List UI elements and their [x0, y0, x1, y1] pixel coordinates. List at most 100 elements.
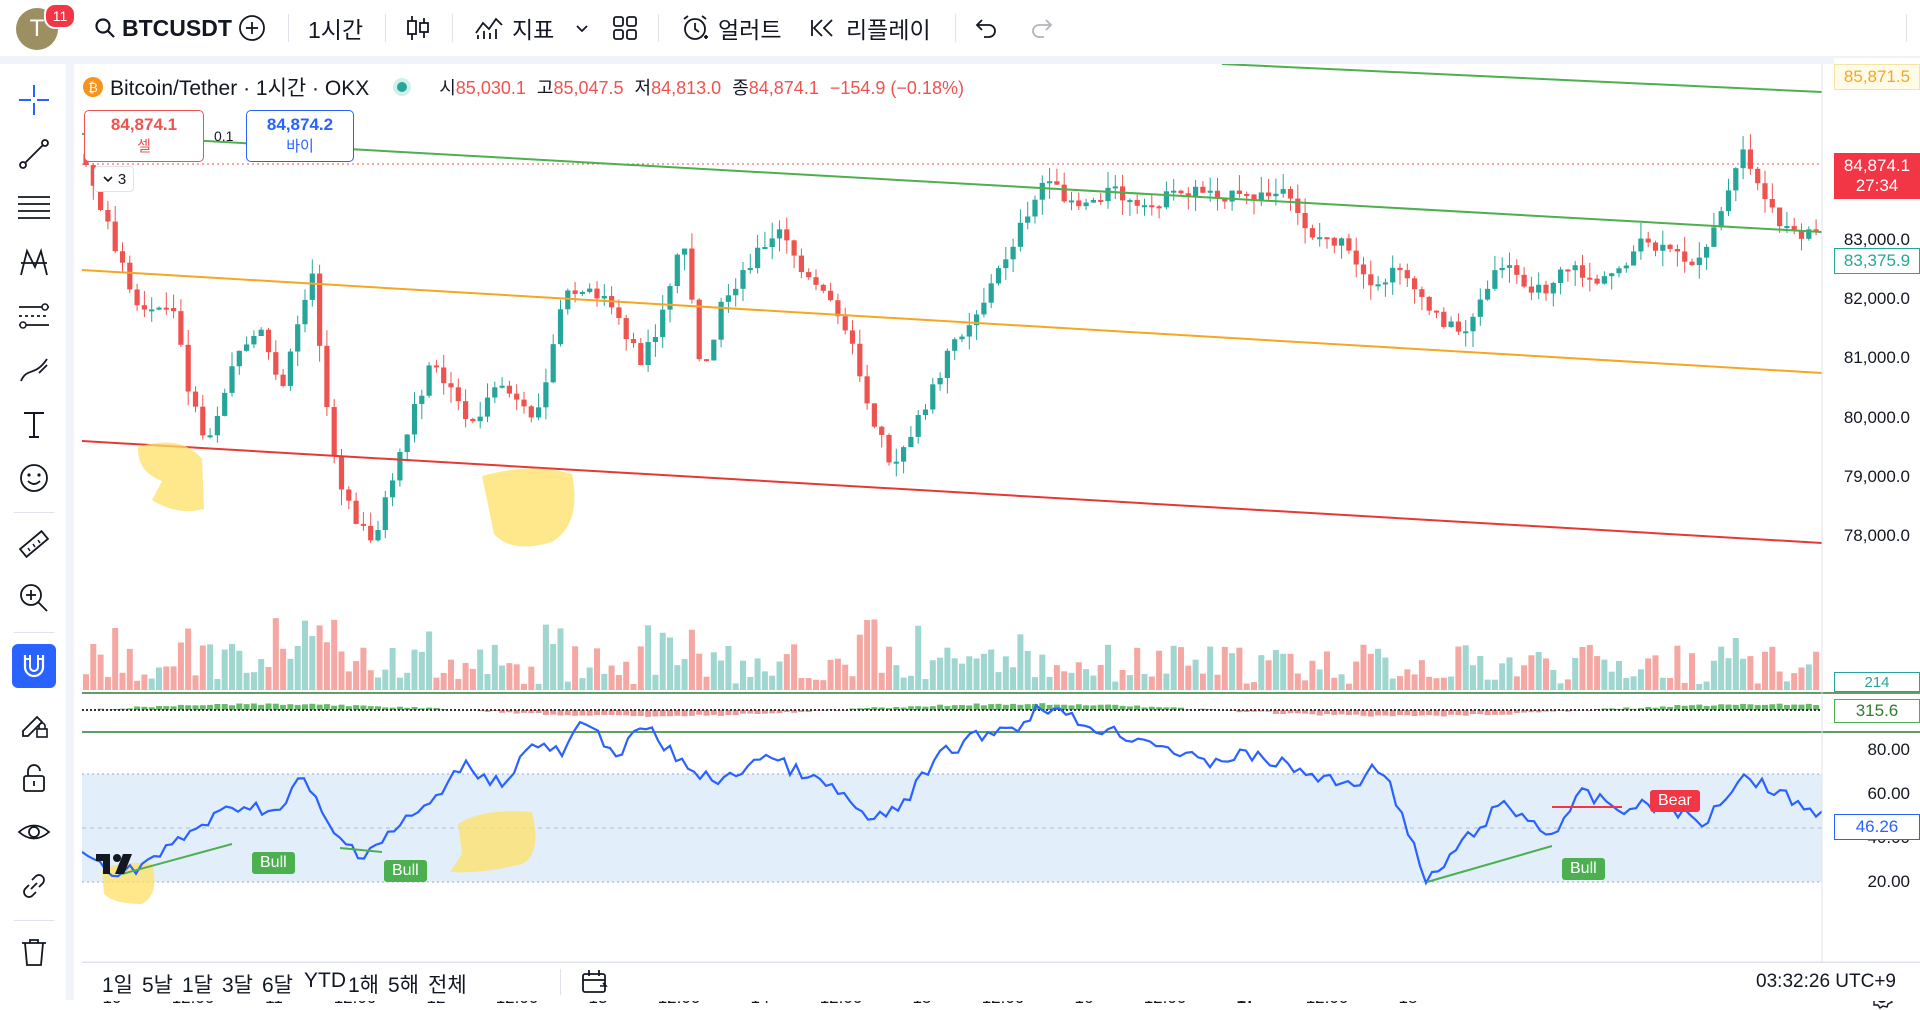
- range-button[interactable]: 전체: [428, 969, 467, 999]
- redo-button[interactable]: [1030, 0, 1056, 56]
- highlight-annotation[interactable]: [482, 468, 575, 546]
- green-channel-upper-line[interactable]: [1222, 64, 1822, 92]
- replay-label: 리플레이: [846, 11, 931, 45]
- candle-body: [1638, 239, 1643, 252]
- range-button[interactable]: YTD: [304, 969, 346, 993]
- chart-canvas[interactable]: [82, 64, 1920, 962]
- candle-body: [273, 352, 278, 375]
- alert-button[interactable]: 얼러트: [680, 0, 781, 56]
- range-button[interactable]: 6달: [262, 969, 293, 999]
- pattern-tool[interactable]: [14, 242, 54, 282]
- range-button[interactable]: 1일: [102, 969, 133, 999]
- volume-bar: [1689, 653, 1695, 690]
- volume-bar: [1404, 669, 1410, 690]
- goto-date-icon[interactable]: [580, 968, 610, 996]
- candle-body: [945, 351, 950, 378]
- volume-bar: [704, 677, 710, 690]
- undo-button[interactable]: [972, 0, 998, 56]
- bitcoin-icon: ₿: [82, 76, 104, 98]
- top-toolbar: T 11 BTCUSDT 1시간 지표 얼러트 리플레이: [0, 0, 1920, 56]
- fib-tool[interactable]: [14, 188, 54, 228]
- hide-drawings-tool[interactable]: [14, 812, 54, 852]
- candle-body: [1704, 247, 1709, 258]
- volume-bar: [660, 633, 666, 690]
- volume-bar: [1120, 670, 1126, 690]
- sell-label: 셀: [85, 135, 203, 156]
- tradingview-logo[interactable]: [96, 852, 140, 876]
- indicators-button[interactable]: 지표: [474, 0, 554, 56]
- range-button[interactable]: 5날: [142, 969, 173, 999]
- compare-button[interactable]: [238, 0, 266, 56]
- volume-bar: [1215, 675, 1221, 690]
- symbol-title[interactable]: Bitcoin/Tether · 1시간 · OKX: [110, 72, 369, 102]
- indicators-dropdown[interactable]: [574, 0, 590, 56]
- bear-divergence-label: Bear: [1650, 790, 1700, 812]
- candle-body: [397, 452, 402, 480]
- candle-body: [1609, 273, 1614, 276]
- projection-tool[interactable]: [14, 296, 54, 336]
- text-tool[interactable]: [14, 404, 54, 444]
- volume-bar: [689, 630, 695, 690]
- candle-body: [1514, 265, 1519, 275]
- volume-bar: [1638, 669, 1644, 690]
- range-button[interactable]: 3달: [222, 969, 253, 999]
- magnet-tool[interactable]: [12, 644, 56, 688]
- buy-button[interactable]: 84,874.2 바이: [246, 110, 354, 162]
- volume-bar: [1017, 634, 1023, 690]
- volume-bar: [331, 620, 337, 690]
- candle-body: [660, 310, 665, 337]
- volume-bar: [1163, 674, 1169, 690]
- candle-body: [1390, 268, 1395, 283]
- lock-all-tool[interactable]: [14, 758, 54, 798]
- sell-button[interactable]: 84,874.1 셀: [84, 110, 204, 162]
- chart-area[interactable]: ₿ Bitcoin/Tether · 1시간 · OKX 시85,030.1 고…: [82, 64, 1920, 962]
- open-label: 시: [439, 78, 456, 98]
- clock-timezone[interactable]: 03:32:26 UTC+9: [1756, 971, 1896, 993]
- volume-bar: [1317, 669, 1323, 690]
- candle-body: [1689, 262, 1694, 265]
- candle-body: [266, 330, 271, 352]
- indicator-count: 3: [118, 171, 126, 188]
- volume-bar: [280, 649, 286, 690]
- price-axis-label: 79,000.0: [1844, 467, 1910, 487]
- layouts-button[interactable]: [612, 0, 638, 56]
- replay-button[interactable]: 리플레이: [810, 0, 931, 56]
- volume-bar: [1003, 656, 1009, 690]
- volume-bar: [244, 673, 250, 690]
- brush-tool[interactable]: [14, 350, 54, 390]
- candle-body: [850, 330, 855, 343]
- svg-text:₿: ₿: [88, 81, 98, 96]
- range-button[interactable]: 1달: [182, 969, 213, 999]
- volume-bar: [317, 625, 323, 690]
- volume-bar: [652, 675, 658, 690]
- measure-tool[interactable]: [14, 524, 54, 564]
- candle-body: [1332, 238, 1337, 246]
- red-trend-line[interactable]: [82, 441, 1822, 543]
- chart-type-button[interactable]: [405, 0, 431, 56]
- volume-bar: [638, 646, 644, 690]
- interval-button[interactable]: 1시간: [308, 0, 363, 56]
- collapse-indicators-button[interactable]: 3: [94, 166, 134, 192]
- candle-body: [1529, 287, 1534, 293]
- range-button[interactable]: 5해: [388, 969, 419, 999]
- sync-drawings-tool[interactable]: [14, 866, 54, 906]
- volume-bar: [375, 677, 381, 690]
- range-button[interactable]: 1해: [348, 969, 379, 999]
- candle-body: [456, 387, 461, 401]
- symbol-search[interactable]: BTCUSDT: [94, 0, 232, 56]
- volume-bar: [711, 652, 717, 690]
- remove-drawings-tool[interactable]: [14, 932, 54, 972]
- volume-bar: [521, 684, 527, 690]
- crosshair-tool[interactable]: [14, 80, 54, 120]
- volume-bar: [1244, 684, 1250, 690]
- emoji-tool[interactable]: [14, 458, 54, 498]
- volume-bar: [616, 675, 622, 690]
- volume-tag: 214: [1834, 672, 1920, 692]
- volume-bar: [324, 642, 330, 690]
- macd-tag: 315.6: [1834, 699, 1920, 723]
- lock-drawing-tool[interactable]: [14, 704, 54, 744]
- zoom-in-tool[interactable]: [14, 578, 54, 618]
- trendline-tool[interactable]: [14, 134, 54, 174]
- highlight-annotation[interactable]: [138, 443, 204, 512]
- candle-body: [1354, 251, 1359, 265]
